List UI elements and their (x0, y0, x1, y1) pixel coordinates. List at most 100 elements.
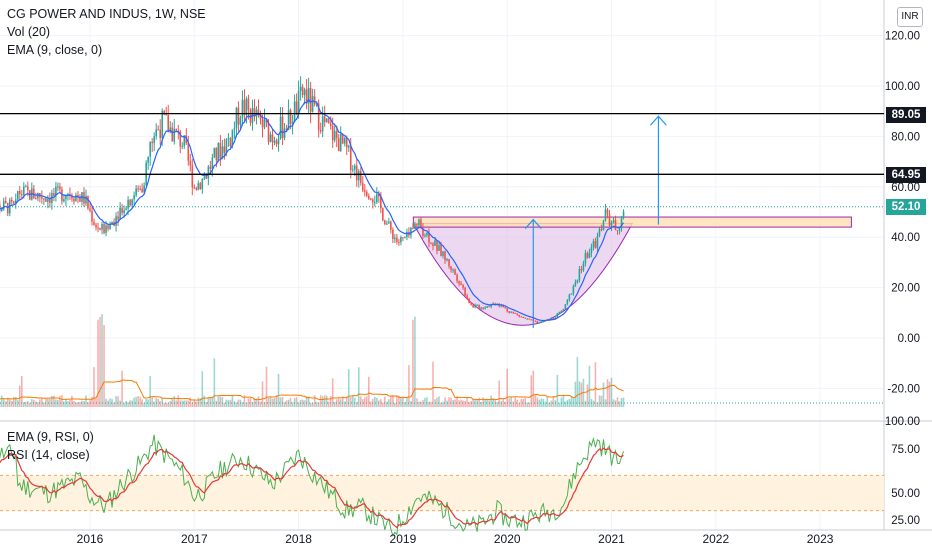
legend-rsi[interactable]: RSI (14, close) (7, 448, 90, 462)
candle-body (299, 86, 302, 91)
candle-body (602, 220, 605, 231)
volume-bar (319, 395, 322, 407)
volume-bar (237, 399, 240, 407)
volume-bar (616, 397, 619, 407)
volume-bar (608, 381, 611, 407)
candle-body (21, 194, 23, 196)
time-tick-label: 2022 (702, 532, 729, 546)
volume-bar (119, 400, 121, 407)
candle-body (568, 294, 571, 300)
candle-body (4, 200, 7, 203)
candle-body (580, 268, 583, 271)
candle-body (233, 128, 236, 130)
volume-bar (77, 402, 79, 407)
volume-bar (31, 399, 33, 407)
candle-body (384, 220, 386, 225)
volume-bar (472, 399, 474, 407)
legend-volume[interactable]: Vol (20) (7, 25, 51, 39)
candle-body (588, 252, 591, 258)
rsi-pane (0, 434, 884, 537)
candle-body (508, 311, 511, 313)
volume-bar (622, 397, 625, 407)
rsi-tick-label: 75.00 (891, 444, 920, 456)
volume-bar (428, 401, 430, 407)
resistance-levels (0, 112, 884, 175)
candle-body (183, 135, 186, 146)
volume-bar (404, 402, 406, 407)
volume-bar (516, 399, 519, 407)
candle-body (478, 304, 480, 309)
volume-bar (73, 400, 75, 407)
candle-body (361, 182, 364, 191)
volume-bar (91, 396, 93, 407)
candle-body (209, 166, 212, 169)
volume-bar (418, 401, 420, 407)
candle-body (396, 237, 398, 242)
volume-bar (528, 402, 531, 407)
volume-bar (249, 397, 252, 407)
candle-body (75, 194, 77, 202)
candle-body (526, 318, 529, 320)
volume-bar (14, 397, 17, 407)
price-tick-label: 0.00 (898, 333, 920, 345)
candle-body (247, 98, 250, 110)
candle-body (618, 228, 621, 231)
volume-bar (544, 401, 547, 407)
candle-body (474, 305, 476, 308)
candle-body (297, 90, 300, 114)
candle-body (341, 134, 344, 144)
volume-bar (75, 402, 77, 407)
volume-bar (476, 400, 478, 407)
candle-body (446, 259, 448, 261)
candle-body (253, 107, 256, 117)
volume-bar (564, 401, 567, 407)
volume-bar (552, 396, 555, 407)
candle-body (107, 225, 109, 229)
candle-body (514, 312, 517, 314)
candle-body (480, 307, 482, 309)
volume-bar (261, 381, 264, 407)
volume-bar (602, 382, 605, 407)
candle-body (291, 122, 294, 124)
candle-body (79, 196, 81, 202)
candle-body (560, 310, 563, 312)
currency-button[interactable]: INR (897, 7, 923, 27)
candle-body (331, 125, 334, 141)
legend-ema[interactable]: EMA (9, close, 0) (7, 43, 103, 57)
volume-bar (546, 396, 549, 407)
price-candles (0, 76, 625, 324)
volume-bar (103, 325, 105, 407)
candle-body (12, 201, 15, 204)
ema-line (0, 98, 625, 322)
candle-body (57, 186, 59, 188)
volume-bar (450, 397, 452, 407)
candle-body (500, 305, 502, 307)
volume-bar (241, 402, 244, 407)
volume-bar (255, 398, 258, 407)
legend-rsi-ema[interactable]: EMA (9, RSI, 0) (7, 430, 94, 444)
candle-body (153, 136, 155, 144)
volume-bar (486, 398, 488, 407)
price-tick-label: -20.00 (887, 383, 920, 395)
candle-body (476, 304, 478, 306)
candle-body (319, 129, 322, 132)
candle-body (424, 235, 426, 237)
candle-body (189, 160, 192, 166)
volume-bar (247, 398, 250, 407)
volume-bar (141, 399, 143, 407)
candle-body (566, 299, 569, 305)
candle-body (586, 253, 589, 258)
volume-bar (500, 400, 502, 407)
volume-bar (115, 396, 117, 407)
volume-bar (440, 402, 442, 407)
volume-bar (614, 400, 617, 407)
volume-bar (452, 400, 454, 407)
volume-bar (105, 398, 107, 407)
volume-bar (365, 396, 368, 407)
volume-bar (169, 400, 172, 407)
candle-body (33, 188, 35, 199)
volume-bar (269, 396, 272, 407)
candle-body (604, 209, 607, 221)
candle-body (488, 306, 490, 308)
